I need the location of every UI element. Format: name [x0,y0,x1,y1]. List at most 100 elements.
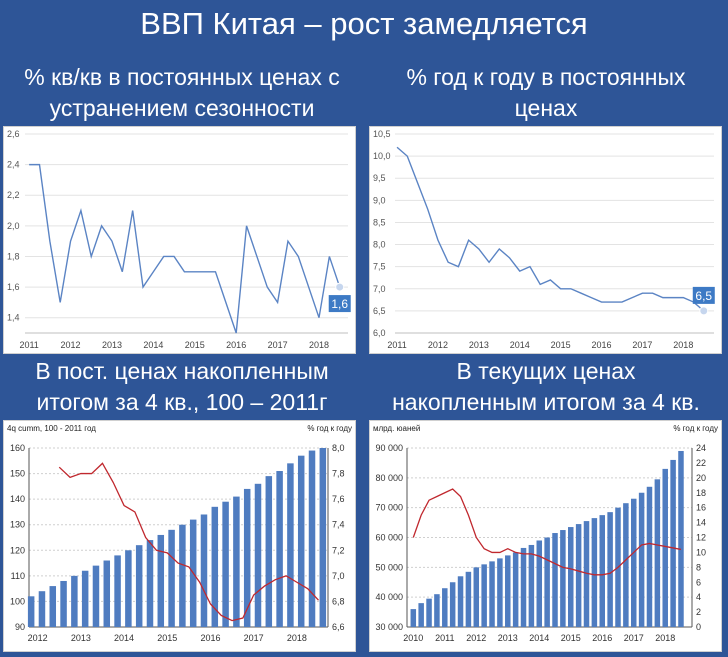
left-tick-label: 140 [10,494,25,504]
right-tick-label: 20 [696,473,706,483]
bar [135,545,143,627]
bar [222,501,229,627]
last-point-marker [699,306,709,316]
right-tick-label: 4 [696,592,701,602]
bar [426,598,432,627]
x-tick-label: 2018 [673,340,693,350]
x-tick-label: 2015 [561,633,581,643]
right-tick-label: 22 [696,458,706,468]
panel-heading-3: В пост. ценах накопленным итогом за 4 кв… [0,356,364,418]
left-tick-label: 90 [15,622,25,632]
x-tick-label: 2014 [114,633,134,643]
series-line [396,146,705,312]
bar [308,450,316,627]
right-tick-label: 7,8 [332,469,345,479]
heading-line: % год к году в постоянных [406,64,686,90]
right-tick-label: 7,0 [332,571,345,581]
bar [520,547,527,627]
x-tick-label: 2014 [143,340,163,350]
bar [552,533,558,627]
left-tick-label: 90 000 [375,443,403,453]
bar [544,537,550,627]
chart-frame [3,420,356,652]
bar [157,534,165,627]
bar [38,591,46,627]
left-tick-label: 40 000 [375,592,403,602]
x-tick-label: 2012 [428,340,448,350]
y-tick-label: 1,8 [7,251,20,261]
right-tick-label: 6 [696,577,701,587]
x-tick-label: 2018 [287,633,307,643]
chart-frame [369,126,722,354]
y-tick-label: 8,0 [373,240,386,250]
bar [630,498,637,627]
bar [81,570,89,627]
bar [168,529,175,627]
x-tick-label: 2012 [28,633,48,643]
bar [265,476,273,627]
right-tick-label: 16 [696,503,706,513]
x-tick-label: 2013 [469,340,489,350]
panel-heading-1: % кв/кв в постоянных ценах с устранением… [0,62,364,124]
bar [591,518,598,627]
chart-frame [3,126,356,354]
left-tick-label: 60 000 [375,533,403,543]
bar [243,488,251,627]
bar [505,555,511,627]
bar [125,550,132,627]
x-tick-label: 2016 [226,340,246,350]
bar [457,576,464,627]
x-tick-label: 2018 [655,633,675,643]
panel-heading-4: В текущих ценах накопленным итогом за 4 … [364,356,728,418]
chart-panel-yoy: 6,0 6,5 7,0 7,5 8,0 8,5 9,0 9,5 10,0 10,5 2011 2012… [369,126,722,354]
bar [254,483,262,627]
heading-line: накопленным итогом за 4 кв. [392,389,700,415]
chart-panel-nominal-cumulative: млрд. юаней % год к году 30 000 40 000 50 00… [369,420,722,652]
bar [670,459,676,627]
bar [179,524,186,627]
x-tick-label: 2017 [268,340,288,350]
right-tick-label: 10 [696,547,706,557]
y-tick-label: 10,0 [373,151,391,161]
bar [449,582,456,627]
y-tick-label: 9,5 [373,173,386,183]
x-tick-label: 2016 [592,633,612,643]
right-tick-label: 12 [696,533,706,543]
y-tick-label: 2,2 [7,190,20,200]
right-tick-label: 0 [696,622,701,632]
bar [583,521,590,627]
y-tick-label: 6,0 [373,328,386,338]
bar [200,514,208,627]
series-line [29,163,341,334]
bar [319,448,327,627]
bar [49,586,57,627]
left-tick-label: 30 000 [375,622,403,632]
right-tick-label: 7,4 [332,520,345,530]
bar [114,555,121,627]
y-tick-label: 1,6 [7,282,20,292]
last-value-label: 1,6 [331,297,348,311]
bar [678,450,684,627]
chart-panel-qoq: 1,4 1,6 1,8 2,0 2,2 2,4 2,6 2011 2012 2013 2014 201… [3,126,356,354]
bar [662,468,668,627]
x-tick-label: 2016 [200,633,220,643]
y-tick-label: 9,0 [373,195,386,205]
y-tick-label: 7,0 [373,284,386,294]
y-tick-label: 2,4 [7,160,20,170]
right-tick-label: 6,8 [332,596,345,606]
right-tick-label: 2 [696,607,701,617]
bar [536,540,543,627]
x-tick-label: 2015 [157,633,177,643]
bar [560,530,566,627]
x-tick-label: 2011 [19,340,38,350]
heading-line: В пост. ценах накопленным [35,358,329,384]
bar [623,503,629,627]
left-tick-label: 80 000 [375,473,403,483]
bar [103,560,111,627]
x-tick-label: 2015 [185,340,205,350]
x-tick-label: 2016 [592,340,612,350]
y-tick-label: 6,5 [373,306,386,316]
bar [27,596,35,627]
heading-line: устранением сезонности [49,95,315,121]
x-tick-label: 2012 [466,633,486,643]
